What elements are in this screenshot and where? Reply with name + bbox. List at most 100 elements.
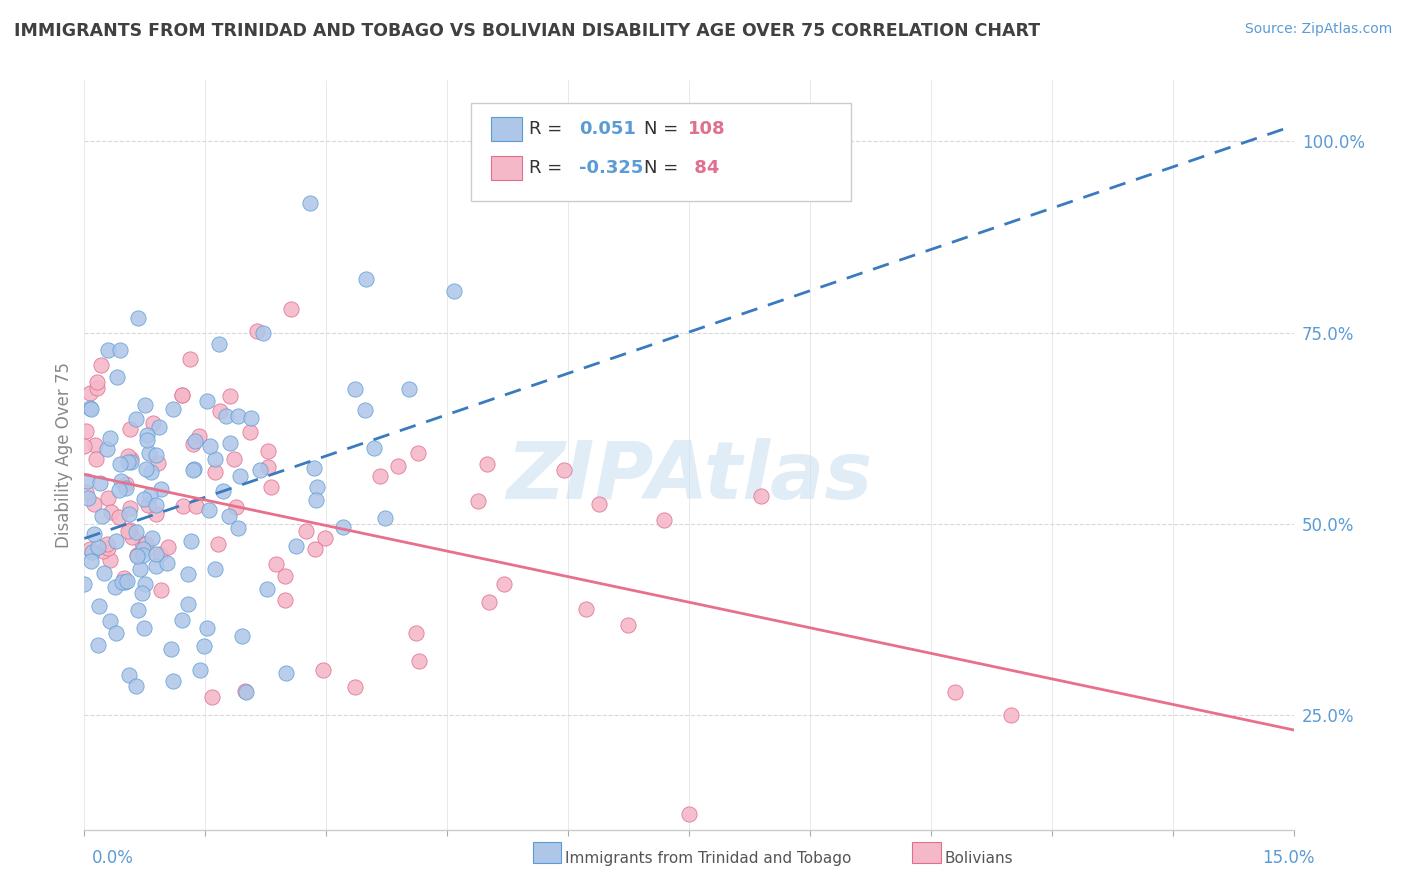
Text: R =: R = (529, 159, 568, 177)
Point (179, 351, 201, 366)
Point (494, 577, 516, 591)
Point (195, 621, 218, 635)
Point (617, 618, 640, 632)
Point (314, 531, 336, 545)
Point (294, 524, 316, 539)
Text: Bolivians: Bolivians (945, 851, 1014, 865)
Point (98, 614, 121, 628)
Point (93, 566, 115, 581)
Point (145, 498, 167, 512)
Point (443, 284, 465, 298)
Point (408, 654, 430, 668)
Point (111, 575, 134, 590)
Point (84, 438, 107, 452)
Point (188, 663, 211, 677)
Point (138, 446, 160, 460)
Point (405, 625, 427, 640)
Point (197, 503, 219, 517)
Point (104, 580, 127, 594)
Point (107, 509, 129, 524)
Point (86, 375, 108, 389)
Point (652, 513, 675, 527)
Point (80, 553, 103, 567)
Point (114, 574, 136, 589)
Point (256, 582, 278, 596)
Text: IMMIGRANTS FROM TRINIDAD AND TOBAGO VS BOLIVIAN DISABILITY AGE OVER 75 CORRELATI: IMMIGRANTS FROM TRINIDAD AND TOBAGO VS B… (14, 22, 1040, 40)
Point (274, 592, 297, 607)
Point (136, 498, 159, 512)
Point (98, 553, 121, 567)
Point (229, 469, 252, 483)
Point (274, 569, 297, 583)
Point (207, 537, 229, 551)
Point (249, 463, 271, 477)
Point (374, 510, 396, 524)
Point (1000, 707, 1022, 722)
Point (222, 452, 245, 467)
Point (312, 663, 335, 677)
Point (138, 487, 160, 501)
Text: ZIPAtlas: ZIPAtlas (506, 438, 872, 516)
Text: Immigrants from Trinidad and Tobago: Immigrants from Trinidad and Tobago (565, 851, 852, 865)
Point (260, 480, 283, 494)
Point (160, 641, 183, 656)
Point (145, 507, 167, 521)
Point (280, 302, 302, 317)
Point (120, 455, 142, 469)
Point (235, 685, 257, 699)
Point (170, 388, 193, 402)
Text: 84: 84 (688, 159, 718, 177)
Text: Source: ZipAtlas.com: Source: ZipAtlas.com (1244, 22, 1392, 37)
Point (257, 460, 280, 475)
Point (96, 442, 118, 457)
Point (90, 509, 112, 524)
Point (131, 536, 153, 550)
Point (77, 491, 100, 505)
Point (157, 540, 180, 554)
Point (356, 272, 378, 286)
Text: 15.0%: 15.0% (1263, 849, 1315, 867)
Point (195, 393, 218, 408)
Point (142, 416, 165, 430)
Point (363, 442, 385, 456)
Point (177, 567, 200, 582)
Point (155, 556, 177, 570)
Point (131, 548, 153, 562)
Point (239, 410, 262, 425)
Point (299, 195, 322, 210)
Point (387, 458, 409, 473)
Point (181, 436, 204, 450)
Point (83, 527, 105, 541)
Point (115, 574, 138, 589)
Point (117, 524, 139, 538)
Point (79, 541, 101, 556)
Point (115, 481, 138, 495)
Point (131, 541, 153, 556)
Point (97, 343, 120, 358)
Point (120, 452, 142, 467)
Point (87, 639, 110, 653)
Point (118, 422, 141, 436)
Point (226, 409, 249, 423)
Point (145, 448, 167, 462)
Point (76, 474, 98, 488)
Point (231, 629, 253, 643)
Point (105, 369, 128, 384)
Point (343, 680, 366, 694)
Point (89, 475, 111, 490)
Point (183, 462, 205, 476)
Point (127, 603, 149, 617)
Point (125, 524, 148, 539)
Point (90, 359, 112, 373)
Point (117, 449, 139, 463)
Text: R =: R = (529, 120, 568, 138)
Point (943, 685, 966, 699)
Point (208, 403, 231, 417)
Point (150, 583, 173, 598)
Point (148, 419, 170, 434)
Point (108, 343, 131, 358)
Point (84, 452, 107, 467)
Point (184, 499, 207, 513)
Point (131, 586, 153, 600)
Point (204, 465, 226, 479)
